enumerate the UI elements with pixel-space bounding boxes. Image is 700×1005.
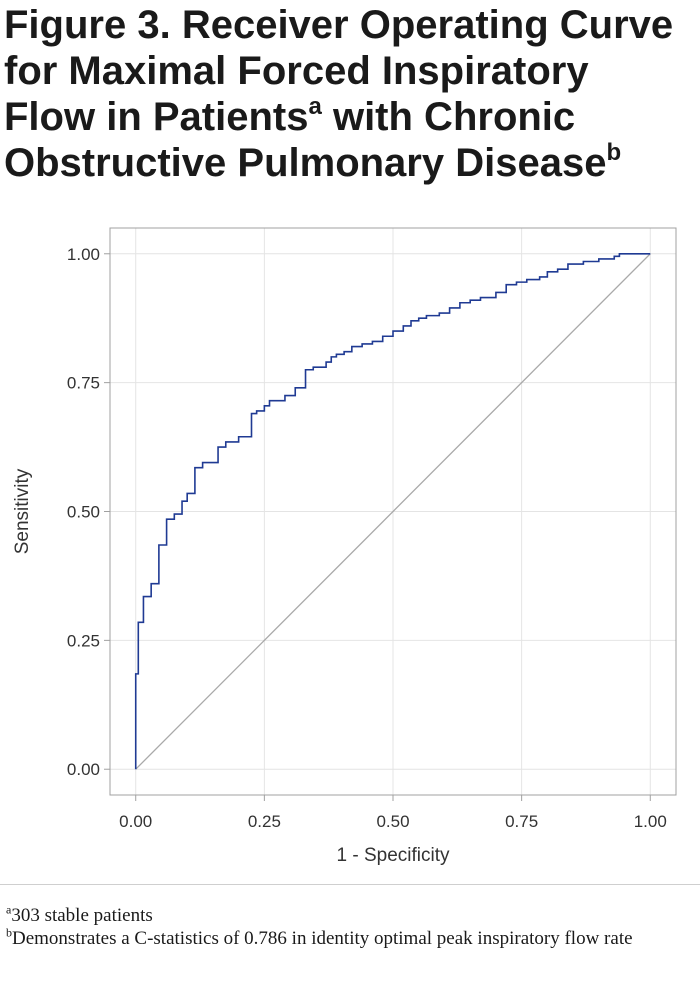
y-tick-label: 0.00	[67, 760, 100, 779]
title-line-4: Obstructive Pulmonary Disease	[4, 141, 607, 185]
footnote-divider	[0, 884, 700, 885]
footnote-a: a303 stable patients	[6, 904, 696, 927]
x-tick-label: 0.25	[248, 812, 281, 831]
y-tick-label: 0.75	[67, 374, 100, 393]
x-tick-label: 0.75	[505, 812, 538, 831]
y-tick-label: 0.50	[67, 503, 100, 522]
x-axis-label: 1 - Specificity	[337, 845, 450, 866]
footnote-b-text: Demonstrates a C-statistics of 0.786 in …	[12, 928, 633, 949]
reference-diagonal-line	[135, 253, 651, 770]
y-axis-label: Sensitivity	[12, 468, 33, 554]
footnote-b: bDemonstrates a C-statistics of 0.786 in…	[6, 927, 696, 950]
figure-title: Figure 3. Receiver Operating Curve for M…	[4, 2, 696, 186]
roc-chart: 0.00 0.25 0.50 0.75 1.00 0.00 0.25 0.50 0.75 1.00…	[12, 227, 677, 866]
x-tick-label: 0.00	[119, 812, 152, 831]
y-tick-label: 0.25	[67, 631, 100, 650]
title-line-2: for Maximal Forced Inspiratory	[4, 49, 589, 93]
title-line-3b: with Chronic	[321, 95, 576, 139]
title-line-3a: Flow in Patients	[4, 95, 309, 139]
tick-layer: 0.00 0.25 0.50 0.75 1.00 0.00 0.25 0.50 0.75 1.00	[67, 245, 667, 831]
footnote-a-text: 303 stable patients	[11, 905, 153, 926]
grid-layer	[110, 228, 676, 795]
roc-curve-line	[134, 252, 651, 770]
title-line-1: Figure 3. Receiver Operating Curve	[4, 3, 674, 47]
x-tick-label: 1.00	[634, 812, 667, 831]
footnote-b-marker: b	[6, 925, 12, 940]
x-tick-label: 0.50	[376, 812, 409, 831]
title-superscript-a: a	[308, 92, 322, 120]
footnote-a-marker: a	[6, 902, 12, 917]
footnotes: a303 stable patients bDemonstrates a C-s…	[6, 904, 696, 950]
series-layer	[134, 252, 651, 770]
title-superscript-b: b	[606, 138, 622, 166]
y-tick-label: 1.00	[67, 245, 100, 264]
